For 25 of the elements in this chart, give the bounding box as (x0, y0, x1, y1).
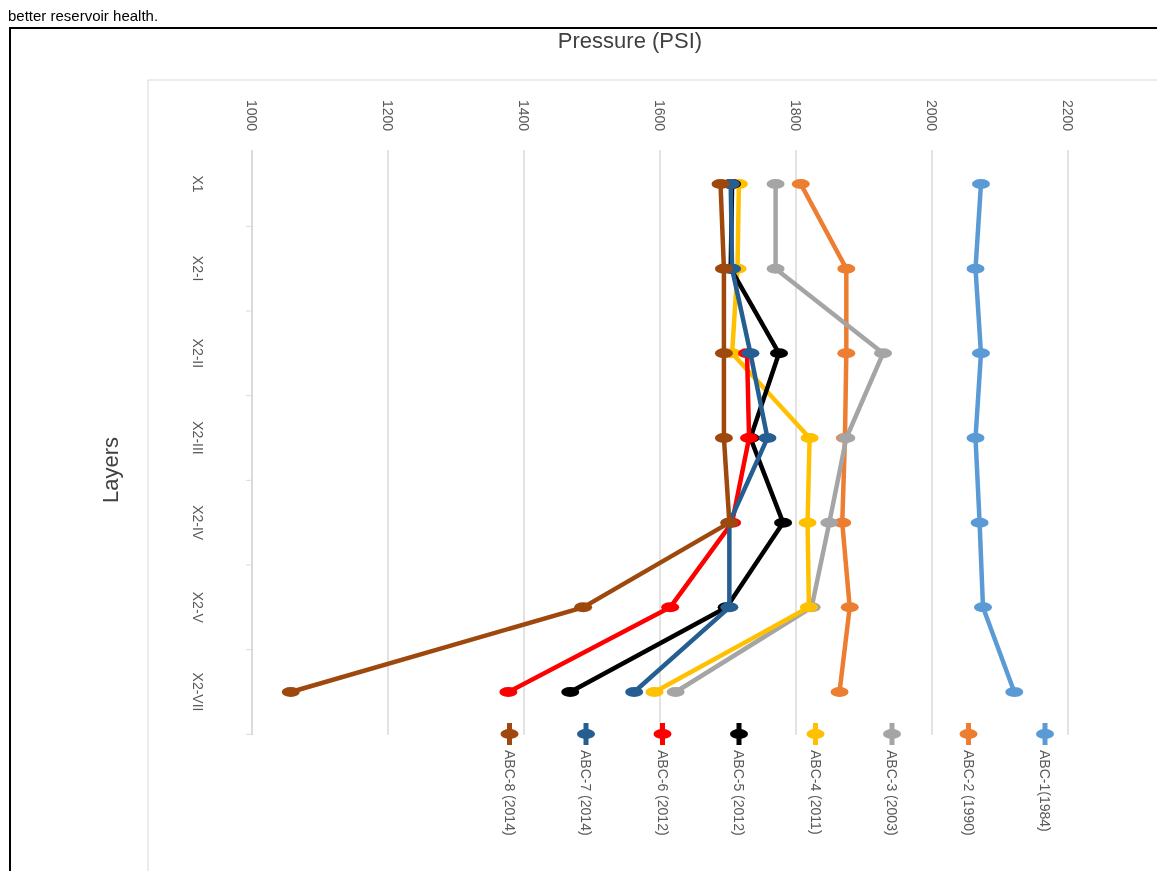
y-tick-label: X1 (190, 175, 207, 193)
x-tick-label: 2200 (1060, 100, 1077, 132)
x-tick-label: 1200 (380, 100, 397, 132)
y-axis-title: Layers (98, 436, 123, 504)
legend-label: ABC-7 (2014) (578, 750, 595, 836)
x-tick-label: 2000 (924, 100, 941, 132)
y-tick-label: X2-II (190, 338, 207, 369)
x-tick-label: 1800 (788, 100, 805, 132)
legend-label: ABC-5 (2012) (731, 750, 748, 836)
y-tick-label: X2-V (190, 591, 207, 624)
y-tick-label: X2-I (190, 255, 207, 282)
chart-title: Pressure (PSI) (557, 28, 703, 53)
legend-label: ABC-4 (2011) (807, 750, 824, 835)
y-tick-label: X2-VII (190, 672, 207, 712)
legend-label: ABC-1(1984) (1037, 750, 1054, 832)
x-tick-label: 1600 (652, 100, 669, 132)
legend-label: ABC-6 (2012) (654, 750, 671, 836)
x-tick-label: 1400 (516, 100, 533, 132)
legend-label: ABC-8 (2014) (501, 750, 518, 836)
x-tick-label: 1000 (244, 100, 261, 132)
text: better reservoir health. (8, 7, 159, 24)
legend-label: ABC-3 (2003) (884, 750, 901, 836)
y-tick-label: X2-III (190, 421, 207, 455)
y-tick-label: X2-IV (190, 505, 207, 541)
legend-label: ABC-2 (1990) (960, 750, 977, 836)
